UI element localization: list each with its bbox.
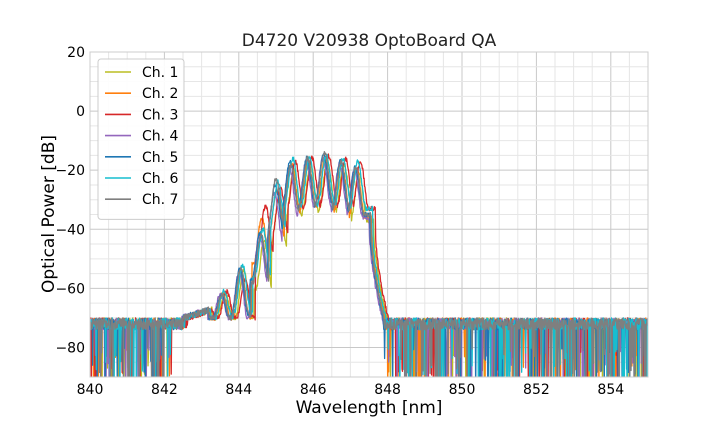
legend-label: Ch. 7 <box>142 192 178 208</box>
x-tick-label: 844 <box>225 382 252 398</box>
legend-label: Ch. 2 <box>142 86 178 102</box>
x-tick-label: 850 <box>449 382 476 398</box>
legend-box <box>97 58 185 220</box>
plot-area <box>90 150 648 377</box>
series-line-7 <box>90 150 648 377</box>
y-axis-label: Optical Power [dB] <box>39 135 59 293</box>
x-tick-label: 854 <box>597 382 624 398</box>
legend-label: Ch. 6 <box>142 171 179 187</box>
y-tick-label: −40 <box>55 222 85 238</box>
x-tick-label: 842 <box>151 382 178 398</box>
y-axis: −80 −60 −40 −20 0 20 <box>55 45 85 356</box>
legend: Ch. 1 Ch. 2 Ch. 3 Ch. 4 Ch. 5 Ch. 6 Ch. 7 <box>97 58 185 220</box>
y-tick-label: −20 <box>55 163 85 179</box>
legend-label: Ch. 3 <box>142 107 178 123</box>
y-tick-label: 20 <box>67 45 85 61</box>
plot-frame <box>89 51 649 378</box>
legend-label: Ch. 1 <box>142 65 178 81</box>
y-tick-label: −80 <box>55 340 85 356</box>
y-tick-label: −60 <box>55 281 85 297</box>
y-tick-label: 0 <box>76 104 85 120</box>
legend-label: Ch. 5 <box>142 150 178 166</box>
x-tick-label: 846 <box>300 382 327 398</box>
x-tick-label: 848 <box>374 382 401 398</box>
x-axis: 840 842 844 846 848 850 852 854 <box>77 382 625 398</box>
legend-label: Ch. 4 <box>142 129 179 145</box>
x-axis-label: Wavelength [nm] <box>296 398 443 418</box>
x-tick-label: 840 <box>77 382 104 398</box>
x-tick-label: 852 <box>523 382 550 398</box>
chart-title: D4720 V20938 OptoBoard QA <box>242 31 497 51</box>
